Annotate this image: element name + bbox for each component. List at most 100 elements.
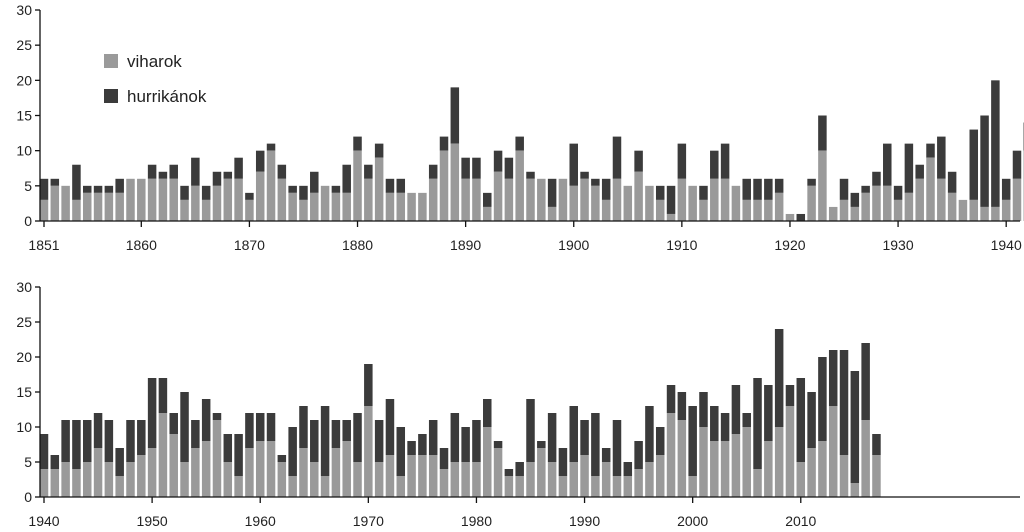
y-tick-label: 10 — [16, 143, 32, 159]
bar-viharok-1991 — [591, 476, 600, 497]
bar-viharok-1923 — [818, 150, 827, 221]
bar-viharok-1961 — [266, 441, 276, 497]
bar-hurrikanok-1987 — [547, 413, 557, 462]
bar-viharok-1900 — [569, 185, 578, 221]
bar-viharok-1954 — [191, 448, 200, 497]
bar-viharok-1883 — [385, 192, 395, 221]
bar-hurrikanok-2005 — [742, 413, 751, 427]
bar-viharok-1989 — [569, 462, 578, 497]
bar-hurrikanok-1894 — [504, 157, 514, 179]
bar-viharok-1910 — [677, 178, 687, 221]
legend-swatch-hurrikanok — [104, 89, 118, 103]
bar-viharok-1902 — [591, 185, 600, 221]
bar-viharok-1937 — [969, 199, 979, 221]
bar-hurrikanok-1977 — [439, 448, 449, 469]
bar-viharok-1962 — [277, 462, 287, 497]
bar-hurrikanok-1950 — [147, 378, 157, 448]
bar-viharok-2003 — [720, 441, 730, 497]
bar-viharok-1876 — [310, 192, 319, 221]
bar-viharok-1960 — [255, 441, 265, 497]
bar-hurrikanok-1863 — [169, 164, 178, 179]
bar-viharok-1908 — [655, 199, 665, 221]
bar-hurrikanok-1945 — [93, 413, 103, 448]
y-tick-label: 15 — [16, 384, 32, 400]
bar-viharok-2001 — [699, 427, 708, 497]
bar-hurrikanok-1854 — [72, 164, 81, 200]
bar-hurrikanok-1856 — [93, 185, 103, 193]
bar-viharok-1981 — [483, 427, 492, 497]
bar-hurrikanok-1941 — [50, 455, 60, 469]
bar-viharok-1911 — [688, 185, 697, 221]
legend-swatch-viharok — [104, 54, 118, 68]
bar-viharok-1932 — [915, 178, 924, 221]
bar-viharok-1875 — [299, 199, 308, 221]
x-tick-label: 1851 — [28, 237, 59, 253]
bar-hurrikanok-1967 — [331, 420, 341, 448]
bar-viharok-1871 — [255, 171, 265, 221]
bar-hurrikanok-1912 — [699, 185, 708, 200]
bar-hurrikanok-2012 — [818, 357, 827, 441]
bar-hurrikanok-1900 — [569, 143, 578, 186]
bar-viharok-1901 — [580, 178, 589, 221]
bar-hurrikanok-1983 — [504, 469, 514, 476]
bar-hurrikanok-1965 — [310, 420, 319, 462]
y-tick-label: 20 — [16, 72, 32, 88]
bar-hurrikanok-1979 — [461, 427, 470, 462]
bar-hurrikanok-1884 — [396, 178, 406, 193]
y-tick-label: 10 — [16, 419, 32, 435]
bar-viharok-1983 — [504, 476, 514, 497]
chart-panel-1851-1941: 0 5 10 15 20 25 30 1851 1860 1870 1880 1890 1900 1910… — [16, 2, 1024, 253]
bar-viharok-2014 — [839, 455, 849, 497]
x-tick-label: 1920 — [774, 237, 805, 253]
bar-hurrikanok-1969 — [353, 413, 362, 462]
bar-hurrikanok-1890 — [461, 157, 470, 179]
bar-viharok-1917 — [753, 199, 762, 221]
bar-hurrikanok-1990 — [580, 420, 589, 455]
x-tick-label: 1970 — [353, 513, 384, 529]
bar-viharok-1926 — [850, 206, 860, 221]
bar-viharok-1925 — [839, 199, 849, 221]
bar-hurrikanok-1922 — [807, 178, 816, 186]
x-tick-label: 1990 — [569, 513, 600, 529]
bar-viharok-1859 — [126, 178, 135, 221]
chart-panel-1940-2010: 0 5 10 15 20 25 30 1940 1950 1960 1970 1980 1990 2000… — [16, 279, 1020, 529]
bar-hurrikanok-1952 — [169, 413, 178, 434]
bar-hurrikanok-1910 — [677, 143, 687, 179]
bar-hurrikanok-1898 — [547, 178, 557, 207]
bar-hurrikanok-1891 — [472, 157, 481, 179]
bar-viharok-1986 — [537, 448, 546, 497]
bar-hurrikanok-1995 — [634, 441, 643, 469]
bar-viharok-1951 — [158, 413, 168, 497]
bar-viharok-1858 — [115, 192, 124, 221]
bar-viharok-2007 — [764, 441, 773, 497]
bar-hurrikanok-1862 — [158, 171, 168, 179]
bar-viharok-1934 — [937, 178, 946, 221]
y-tick-label: 25 — [16, 314, 32, 330]
bar-hurrikanok-2001 — [699, 392, 708, 427]
bar-hurrikanok-1874 — [288, 185, 297, 193]
bar-viharok-1996 — [645, 462, 654, 497]
bar-viharok-1976 — [428, 455, 438, 497]
bar-hurrikanok-1953 — [180, 392, 189, 462]
x-tick-label: 1960 — [245, 513, 276, 529]
y-tick-label: 5 — [24, 454, 32, 470]
y-tick-label: 0 — [24, 213, 32, 229]
bar-viharok-1866 — [201, 199, 211, 221]
bar-hurrikanok-1876 — [310, 171, 319, 193]
bar-hurrikanok-1851 — [39, 178, 49, 200]
x-tick-label: 1940 — [28, 513, 59, 529]
bar-hurrikanok-1949 — [137, 420, 146, 455]
bar-hurrikanok-1926 — [850, 192, 860, 207]
bar-hurrikanok-1888 — [439, 136, 449, 151]
bar-hurrikanok-1972 — [385, 399, 395, 455]
bar-viharok-2017 — [872, 455, 881, 497]
bar-hurrikanok-1909 — [666, 185, 676, 214]
bar-hurrikanok-1883 — [385, 178, 395, 193]
bar-viharok-1942 — [61, 462, 70, 497]
bar-viharok-1994 — [623, 476, 633, 497]
bar-hurrikanok-2002 — [710, 406, 719, 441]
bar-viharok-1958 — [234, 476, 243, 497]
bar-hurrikanok-1931 — [904, 143, 914, 193]
bar-viharok-1941 — [1012, 178, 1022, 221]
